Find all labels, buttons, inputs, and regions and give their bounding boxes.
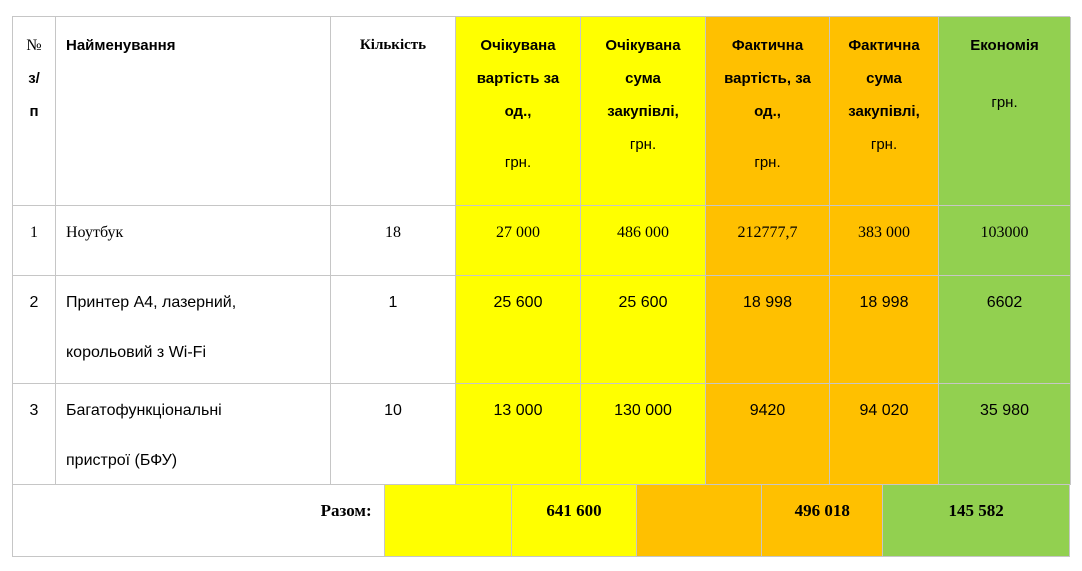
header-name: Найменування xyxy=(56,17,331,206)
totals-savings: 145 582 xyxy=(883,485,1070,557)
row1-actual-sum: 383 000 xyxy=(830,206,939,276)
header-savings: Економія грн. xyxy=(939,17,1071,206)
row1-expected-unit: 27 000 xyxy=(456,206,581,276)
row3-expected-sum: 130 000 xyxy=(581,384,706,485)
header-actual-unit: Фактична вартість, за од., грн. xyxy=(706,17,830,206)
header-savings-title: Економія xyxy=(970,37,1039,54)
row1-expected-sum: 486 000 xyxy=(581,206,706,276)
row1-savings: 103000 xyxy=(939,206,1071,276)
row3-actual-sum: 94 020 xyxy=(830,384,939,485)
table-main: № з/ п Найменування Кількість Очікувана … xyxy=(12,16,1071,485)
row3-savings: 35 980 xyxy=(939,384,1071,485)
row1-qty: 18 xyxy=(331,206,456,276)
header-actual-sum-title: Фактична сума закупівлі, xyxy=(848,37,920,120)
header-qty: Кількість xyxy=(331,17,456,206)
header-expected-unit: Очікувана вартість за од., грн. xyxy=(456,17,581,206)
totals-label: Разом: xyxy=(13,485,385,557)
header-expected-sum: Очікувана сума закупівлі, грн. xyxy=(581,17,706,206)
row3-qty: 10 xyxy=(331,384,456,485)
row2-expected-sum: 25 600 xyxy=(581,276,706,384)
row1-actual-unit: 212777,7 xyxy=(706,206,830,276)
row2-name: Принтер А4, лазерний, корольовий з Wi-Fi xyxy=(56,276,331,384)
totals-expected-spacer xyxy=(384,485,512,557)
header-expected-unit-currency: грн. xyxy=(504,154,532,171)
header-expected-unit-title: Очікувана вартість за од., xyxy=(476,37,560,120)
row3-num: 3 xyxy=(13,384,56,485)
header-num-symbol: № xyxy=(26,37,42,54)
row1-num: 1 xyxy=(13,206,56,276)
header-actual-unit-title: Фактична вартість, за од., xyxy=(724,37,811,120)
row2-num: 2 xyxy=(13,276,56,384)
totals-expected-sum: 641 600 xyxy=(511,485,638,557)
row3-expected-unit: 13 000 xyxy=(456,384,581,485)
header-actual-unit-currency: грн. xyxy=(754,154,781,171)
procurement-table: № з/ п Найменування Кількість Очікувана … xyxy=(12,16,1071,557)
header-num-lines: з/ п xyxy=(28,70,40,120)
row3-actual-unit: 9420 xyxy=(706,384,830,485)
totals-row: Разом: 641 600 496 018 145 582 xyxy=(12,485,1070,557)
header-expected-sum-title: Очікувана сума закупівлі, xyxy=(605,37,681,120)
header-actual-sum: Фактична сума закупівлі, грн. xyxy=(830,17,939,206)
row2-expected-unit: 25 600 xyxy=(456,276,581,384)
row1-name: Ноутбук xyxy=(56,206,331,276)
header-expected-sum-currency: грн. xyxy=(629,136,657,153)
header-actual-sum-currency: грн. xyxy=(870,136,898,153)
row2-actual-unit: 18 998 xyxy=(706,276,830,384)
header-savings-currency: грн. xyxy=(991,94,1018,111)
totals-actual-spacer xyxy=(637,485,763,557)
row3-name: Багатофункціональні пристрої (БФУ) xyxy=(56,384,331,485)
row2-actual-sum: 18 998 xyxy=(830,276,939,384)
header-num: № з/ п xyxy=(13,17,56,206)
row2-qty: 1 xyxy=(331,276,456,384)
totals-actual-sum: 496 018 xyxy=(762,485,884,557)
row2-savings: 6602 xyxy=(939,276,1071,384)
